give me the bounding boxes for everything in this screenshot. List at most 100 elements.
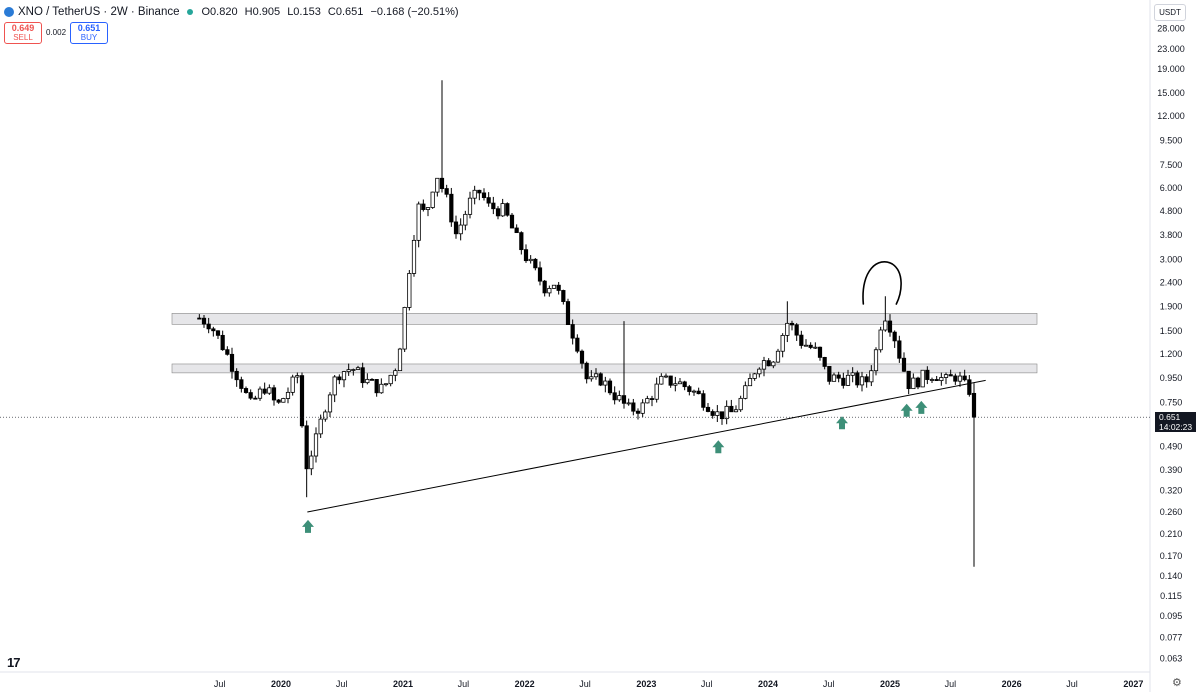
candle-body xyxy=(439,177,445,189)
candle-body xyxy=(537,267,543,282)
candle-body xyxy=(593,373,599,378)
candle-body xyxy=(505,203,510,216)
candle-body xyxy=(416,203,421,241)
candle-body xyxy=(929,379,935,381)
x-tick-label: 2024 xyxy=(758,679,778,689)
support-trendline xyxy=(307,379,986,513)
candle-body xyxy=(551,284,557,289)
candle-body xyxy=(659,375,664,385)
candle-body xyxy=(458,224,463,235)
candle-body xyxy=(911,377,916,390)
buy-price: 0.651 xyxy=(77,23,101,33)
support-arrow-icon xyxy=(915,400,928,414)
candle-body xyxy=(677,381,683,385)
candle-body xyxy=(533,258,538,269)
candle-body xyxy=(691,390,697,393)
y-tick-label: 19.000 xyxy=(1157,64,1185,74)
x-tick-label: Jul xyxy=(214,679,226,689)
candle-body xyxy=(621,395,627,404)
candle-body xyxy=(444,188,449,195)
x-tick-label: 2026 xyxy=(1002,679,1022,689)
candle-body xyxy=(201,317,207,325)
candle-body xyxy=(346,369,351,372)
candle-body xyxy=(369,378,375,381)
y-tick-label: 0.077 xyxy=(1160,633,1183,643)
candle-body xyxy=(243,388,249,393)
candle-body xyxy=(397,348,403,372)
candle-body xyxy=(411,239,417,274)
candle-body xyxy=(705,406,711,412)
candle-body xyxy=(500,203,505,217)
market-status-icon xyxy=(187,9,194,15)
candle-body xyxy=(864,376,869,383)
candle-body xyxy=(393,370,398,376)
candle-body xyxy=(575,337,580,352)
candle-body xyxy=(901,357,907,372)
candle-body xyxy=(421,203,426,210)
support-arrow-icon xyxy=(302,519,314,533)
candle-body xyxy=(696,390,701,395)
candle-body xyxy=(948,374,953,377)
candle-body xyxy=(794,324,799,336)
y-tick-label: 6.000 xyxy=(1160,183,1183,193)
candle-body xyxy=(649,398,655,400)
candle-body xyxy=(967,379,972,395)
candle-body xyxy=(486,197,491,204)
candle-body xyxy=(738,397,743,411)
y-tick-label: 15.000 xyxy=(1157,88,1185,98)
candle-body xyxy=(304,425,309,470)
candle-body xyxy=(477,189,482,194)
candle-body xyxy=(892,331,897,342)
symbol-title[interactable]: XNO / TetherUS · 2W · Binance xyxy=(18,6,180,18)
x-tick-label: Jul xyxy=(945,679,957,689)
candle-body xyxy=(915,377,921,388)
sell-button[interactable]: 0.649 SELL xyxy=(4,22,42,44)
candle-body xyxy=(645,398,650,404)
candle-body xyxy=(962,375,967,381)
gear-icon[interactable]: ⚙ xyxy=(1172,677,1182,689)
candle-body xyxy=(295,375,300,378)
buy-label: BUY xyxy=(80,33,98,42)
resistance-zone xyxy=(171,363,1038,374)
x-tick-label: 2020 xyxy=(271,679,291,689)
candle-body xyxy=(598,373,603,386)
candle-body xyxy=(775,350,781,363)
candle-body xyxy=(481,192,487,199)
support-arrow-icon xyxy=(900,403,913,417)
candle-body xyxy=(206,323,211,330)
candle-body xyxy=(761,360,767,370)
y-tick-label: 7.500 xyxy=(1160,160,1183,170)
candle-body xyxy=(547,287,552,294)
y-tick-label: 28.000 xyxy=(1157,24,1185,34)
support-arrow-icon xyxy=(712,440,725,454)
y-tick-label: 0.320 xyxy=(1160,486,1183,496)
y-tick-label: 0.260 xyxy=(1160,507,1183,517)
buy-button[interactable]: 0.651 BUY xyxy=(70,22,108,44)
candle-body xyxy=(472,189,477,199)
candle-body xyxy=(799,334,804,346)
candle-body xyxy=(859,376,865,386)
candle-body xyxy=(257,388,263,399)
y-tick-label: 12.000 xyxy=(1157,111,1185,121)
candle-body xyxy=(383,383,389,386)
candle-body xyxy=(822,356,827,367)
candle-body xyxy=(640,402,645,414)
y-tick-label: 0.170 xyxy=(1160,551,1183,561)
y-tick-label: 1.500 xyxy=(1160,326,1183,336)
tradingview-logo-icon[interactable]: 17 xyxy=(7,655,21,670)
candle-body xyxy=(757,368,762,375)
currency-selector[interactable]: USDT xyxy=(1154,4,1186,21)
candle-body xyxy=(514,227,519,234)
candle-body xyxy=(953,375,958,382)
candle-body xyxy=(225,349,230,355)
candle-body xyxy=(248,392,253,399)
candle-body xyxy=(841,377,846,386)
x-tick-label: Jul xyxy=(701,679,713,689)
candle-body xyxy=(407,273,412,308)
candle-body xyxy=(435,177,440,193)
candle-body xyxy=(220,334,225,351)
x-tick-label: Jul xyxy=(336,679,348,689)
candle-body xyxy=(845,374,851,386)
candle-body xyxy=(836,374,841,379)
